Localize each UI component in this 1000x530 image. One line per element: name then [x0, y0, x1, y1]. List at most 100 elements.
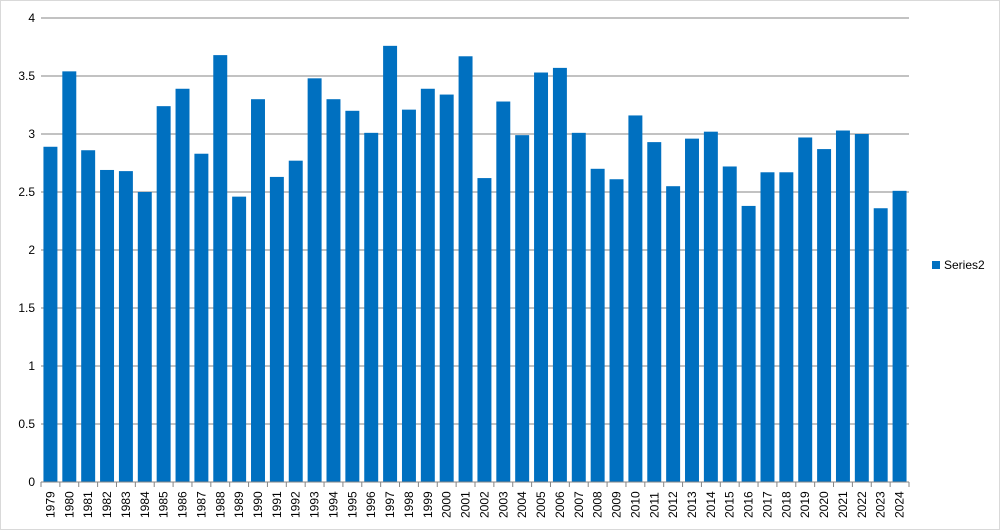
bar-1994: [326, 99, 341, 482]
bar-2002: [477, 178, 492, 482]
x-tick-label: 1983: [119, 491, 133, 518]
bar-1983: [118, 171, 133, 482]
x-tick-label: 2015: [723, 491, 737, 518]
x-tick-label: 2011: [647, 492, 661, 518]
x-tick-label: 1995: [345, 491, 359, 518]
bar-1987: [194, 153, 209, 482]
x-tick-label: 1998: [402, 491, 416, 518]
bar-2023: [873, 208, 888, 483]
x-tick-label: 2001: [459, 491, 473, 518]
x-tick-label: 2018: [779, 491, 793, 518]
y-tick-label: 2: [28, 243, 35, 257]
bar-2009: [609, 179, 624, 483]
bar-2014: [703, 131, 718, 482]
bar-2003: [496, 101, 511, 483]
x-tick-label: 2006: [553, 491, 567, 518]
bar-1998: [401, 109, 416, 482]
bar-1981: [81, 150, 96, 483]
bars: [43, 45, 907, 483]
x-axis: [40, 481, 910, 487]
gridlines: [41, 17, 909, 425]
bar-1982: [100, 169, 115, 482]
bar-2022: [854, 134, 869, 482]
x-tick-label: 1994: [326, 491, 340, 518]
x-tick-label: 1986: [176, 491, 190, 518]
x-tick-label: 2008: [591, 491, 605, 518]
x-tick-label: 1991: [270, 491, 284, 518]
x-tick-label: 1985: [157, 491, 171, 518]
x-tick-label: 1993: [308, 491, 322, 518]
x-tick-label: 2020: [817, 491, 831, 518]
x-tick-label: 2016: [742, 491, 756, 518]
x-tick-label: 1984: [138, 491, 152, 518]
bar-2010: [628, 115, 643, 482]
y-tick-label: 1: [28, 359, 35, 373]
bar-2012: [666, 186, 681, 482]
x-tick-label: 1987: [194, 491, 208, 518]
x-tick-label: 1988: [213, 491, 227, 518]
x-tick-label: 2012: [666, 491, 680, 518]
bar-2024: [892, 190, 907, 482]
x-tick-label: 1999: [421, 491, 435, 518]
bar-2008: [590, 168, 605, 483]
bar-2007: [571, 132, 586, 482]
bar-2006: [552, 67, 567, 482]
y-axis-tick-labels: 0 0.5 1 1.5 2 2.5 3 3.5 4: [18, 11, 35, 489]
x-tick-label: 2000: [440, 491, 454, 518]
y-tick-label: 3.5: [18, 69, 35, 83]
legend-label: Series2: [944, 258, 985, 272]
bar-2013: [685, 138, 699, 482]
bar-1995: [345, 110, 360, 483]
bar-1984: [137, 192, 152, 482]
x-tick-label: 2004: [515, 491, 529, 518]
x-tick-label: 1997: [383, 491, 397, 518]
bar-1993: [307, 78, 322, 482]
bar-1992: [288, 160, 303, 482]
y-tick-label: 3: [28, 127, 35, 141]
legend-swatch: [932, 261, 940, 269]
x-tick-label: 1979: [43, 491, 57, 518]
x-tick-label: 2017: [760, 491, 774, 518]
bar-2004: [515, 135, 530, 482]
bar-2016: [741, 205, 756, 483]
bar-2001: [458, 56, 473, 482]
bar-1990: [251, 99, 265, 482]
x-tick-label: 2013: [685, 491, 699, 518]
y-tick-label: 0.5: [18, 417, 35, 431]
y-tick-label: 1.5: [18, 301, 35, 315]
x-tick-label: 2002: [477, 491, 491, 518]
x-tick-label: 2024: [893, 491, 907, 518]
bar-2019: [798, 137, 813, 483]
y-tick-label: 2.5: [18, 185, 35, 199]
x-tick-label: 1981: [81, 491, 95, 518]
x-tick-label: 1992: [289, 491, 303, 518]
bar-2005: [534, 72, 549, 483]
bar-1985: [156, 106, 171, 482]
x-tick-label: 2022: [855, 491, 869, 518]
x-tick-label: 2021: [836, 491, 850, 518]
x-tick-label: 2010: [628, 491, 642, 518]
bar-2011: [647, 142, 662, 482]
x-tick-label: 2023: [874, 491, 888, 518]
y-tick-label: 4: [28, 11, 35, 25]
x-tick-label: 1982: [100, 491, 114, 518]
bar-2018: [779, 172, 794, 482]
bar-1996: [364, 132, 379, 482]
x-tick-label: 1996: [364, 491, 378, 518]
bar-2015: [722, 166, 737, 483]
bar-1989: [232, 196, 247, 482]
bar-1988: [213, 55, 228, 483]
x-axis-tick-labels: 1979 1980 1981 1982 1983 1984 1985 1986 1987 1988…: [43, 491, 906, 518]
bar-1999: [420, 88, 435, 482]
bar-1997: [383, 45, 398, 483]
x-tick-label: 1989: [232, 491, 246, 518]
x-tick-label: 2019: [798, 491, 812, 518]
bar-1980: [62, 71, 77, 483]
x-tick-label: 1980: [62, 491, 76, 518]
bar-2021: [835, 130, 850, 482]
x-tick-label: 2003: [496, 491, 510, 518]
bar-1986: [175, 88, 190, 482]
x-tick-label: 2014: [704, 491, 718, 518]
